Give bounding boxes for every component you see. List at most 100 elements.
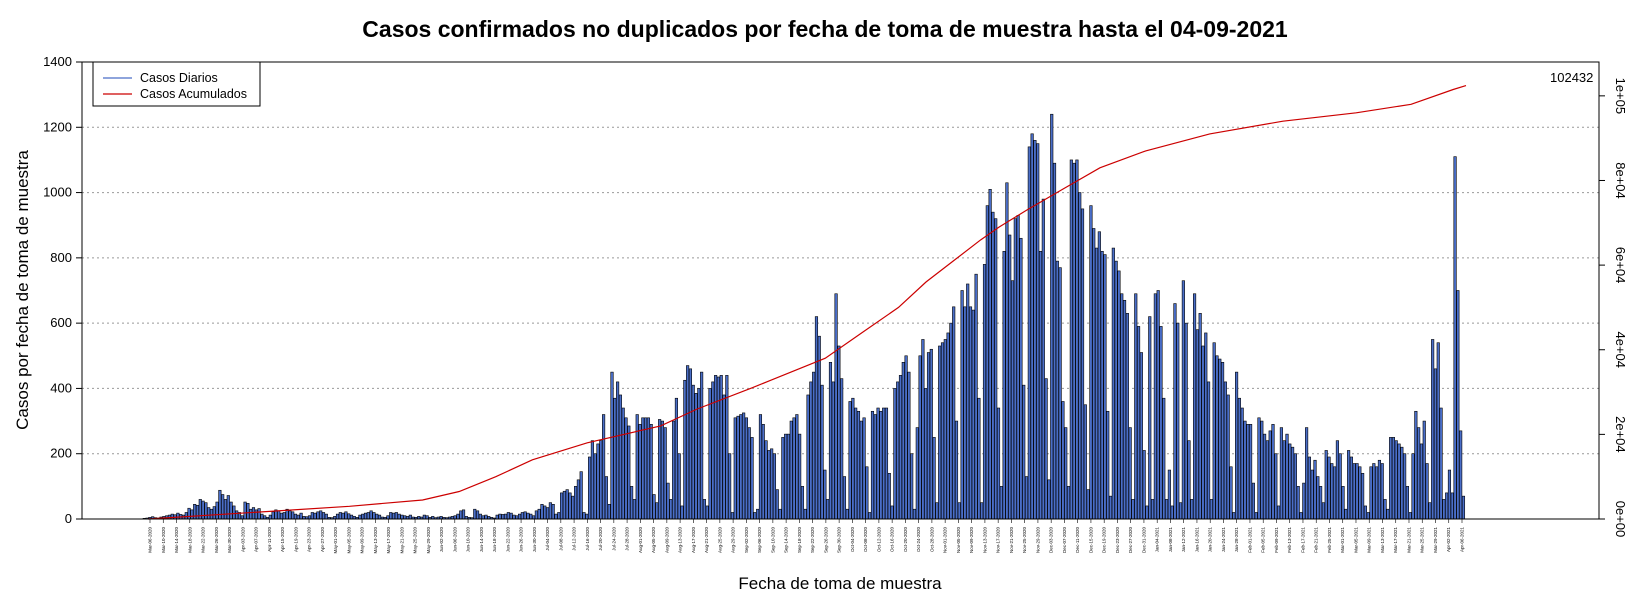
bar bbox=[912, 508, 917, 520]
bar bbox=[254, 509, 258, 520]
bar bbox=[915, 427, 919, 520]
bar bbox=[1052, 162, 1057, 520]
bar bbox=[733, 417, 737, 520]
bar bbox=[660, 420, 664, 520]
bar bbox=[792, 417, 796, 520]
bar bbox=[1151, 499, 1155, 520]
bar bbox=[282, 512, 286, 520]
bar bbox=[1089, 205, 1093, 520]
bar bbox=[789, 420, 793, 520]
bar bbox=[257, 508, 261, 520]
bar bbox=[187, 507, 191, 520]
bar bbox=[478, 513, 482, 520]
bar bbox=[1349, 456, 1353, 520]
x-tick-label: Apr-11-2020 bbox=[267, 527, 272, 552]
bar bbox=[795, 414, 799, 520]
bar bbox=[952, 306, 956, 520]
x-tick-label: Jun-22-2020 bbox=[505, 527, 510, 553]
bar bbox=[1162, 397, 1166, 520]
bar bbox=[1187, 440, 1191, 520]
bar bbox=[898, 375, 903, 520]
bar bbox=[739, 414, 743, 520]
bar bbox=[632, 499, 636, 520]
bar bbox=[209, 508, 214, 520]
bar bbox=[848, 401, 852, 520]
bar bbox=[1005, 182, 1009, 520]
bar bbox=[985, 205, 989, 520]
x-tick-label: Mar-09-2021 bbox=[1367, 527, 1372, 553]
bar bbox=[826, 499, 830, 520]
bar bbox=[705, 505, 709, 520]
bar bbox=[702, 499, 706, 520]
bar bbox=[862, 417, 866, 520]
bar bbox=[761, 424, 765, 520]
bar bbox=[534, 510, 538, 520]
bar bbox=[1299, 512, 1303, 520]
bar bbox=[966, 283, 970, 520]
bar bbox=[1221, 362, 1225, 520]
bar bbox=[1324, 450, 1328, 520]
bar bbox=[1285, 433, 1289, 520]
x-tick-label: Aug-09-2020 bbox=[664, 527, 669, 554]
bar bbox=[943, 339, 947, 520]
bar bbox=[728, 453, 732, 520]
x-tick-label: Sep-14-2020 bbox=[784, 527, 789, 554]
bar bbox=[593, 453, 597, 520]
bar bbox=[296, 514, 300, 520]
x-tick-label: Feb-25-2021 bbox=[1327, 527, 1332, 553]
bar bbox=[588, 456, 592, 520]
bar bbox=[1108, 495, 1113, 520]
bar bbox=[1254, 512, 1258, 520]
bar bbox=[820, 384, 824, 520]
x-tick-label: Mar-06-2020 bbox=[148, 527, 153, 553]
bar bbox=[770, 448, 774, 520]
bar bbox=[1400, 446, 1404, 520]
bar bbox=[1425, 463, 1429, 520]
bar bbox=[772, 453, 777, 520]
bar bbox=[518, 513, 522, 520]
bar bbox=[1036, 143, 1040, 520]
bar bbox=[1428, 502, 1432, 520]
bar bbox=[1226, 394, 1230, 520]
bar bbox=[1383, 499, 1387, 520]
bar bbox=[910, 453, 914, 520]
x-tick-label: Feb-09-2021 bbox=[1274, 527, 1279, 553]
bar bbox=[845, 508, 849, 520]
x-tick-label: Feb-13-2021 bbox=[1287, 527, 1292, 553]
x-tick-label: Jul-24-2020 bbox=[611, 527, 616, 551]
x-tick-label: Dec-11-2020 bbox=[1075, 527, 1080, 553]
x-tick-label: Jul-20-2020 bbox=[598, 527, 603, 551]
bar bbox=[574, 486, 578, 520]
x-tick-label: Nov-29-2020 bbox=[1035, 527, 1040, 554]
bar bbox=[1092, 228, 1096, 520]
bar bbox=[778, 508, 782, 520]
x-tick-label: Jun-10-2020 bbox=[466, 527, 471, 553]
y-axis-right: 0e+00 2e+04 4e+04 6e+04 8e+04 1e+05 bbox=[1599, 78, 1628, 537]
bar bbox=[1123, 299, 1127, 520]
bar bbox=[1433, 368, 1438, 520]
bar bbox=[366, 512, 370, 520]
bar bbox=[744, 417, 748, 520]
x-tick-label: Jul-12-2020 bbox=[572, 527, 577, 551]
bar bbox=[232, 505, 236, 520]
y2-tick-label: 8e+04 bbox=[1613, 162, 1628, 199]
bar bbox=[226, 495, 230, 520]
bar bbox=[475, 510, 480, 520]
bar bbox=[1453, 156, 1457, 520]
x-tick-label: Oct-16-2020 bbox=[890, 527, 895, 553]
bar bbox=[537, 508, 541, 520]
bar bbox=[1061, 401, 1065, 520]
bar bbox=[1377, 459, 1381, 520]
bar bbox=[408, 514, 412, 520]
bar bbox=[1134, 293, 1138, 520]
bar bbox=[1305, 427, 1309, 520]
bar bbox=[1366, 512, 1370, 520]
bar bbox=[1148, 316, 1152, 520]
bar bbox=[859, 420, 863, 520]
bar bbox=[1201, 345, 1205, 520]
bar bbox=[1145, 505, 1149, 520]
bar bbox=[1344, 508, 1348, 520]
bar bbox=[1277, 505, 1281, 520]
x-tick-label: Jun-30-2020 bbox=[532, 527, 537, 553]
x-tick-label: Feb-05-2021 bbox=[1261, 527, 1266, 553]
